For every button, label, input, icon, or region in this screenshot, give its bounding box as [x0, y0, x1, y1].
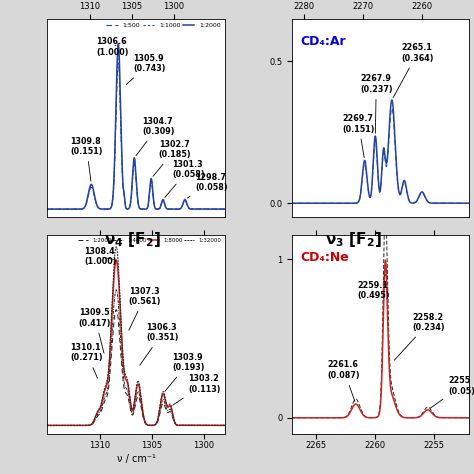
Text: 2261.6
(0.087): 2261.6 (0.087) [328, 360, 360, 401]
Text: 1310.1
(0.271): 1310.1 (0.271) [70, 343, 103, 378]
X-axis label: ν / cm⁻¹: ν / cm⁻¹ [117, 455, 155, 465]
Text: 1309.5
(0.417): 1309.5 (0.417) [79, 308, 111, 353]
Text: 1306.6
(1.000): 1306.6 (1.000) [96, 37, 129, 57]
Legend: 1:2000, 1:4000, 1:8000, 1:32000: 1:2000, 1:4000, 1:8000, 1:32000 [75, 236, 224, 246]
Text: 1303.2
(0.113): 1303.2 (0.113) [173, 374, 221, 405]
Text: 2258.2
(0.234): 2258.2 (0.234) [394, 313, 445, 360]
Text: 1306.3
(0.351): 1306.3 (0.351) [140, 323, 179, 365]
Text: 2269.7
(0.151): 2269.7 (0.151) [342, 114, 375, 158]
Text: 1305.9
(0.743): 1305.9 (0.743) [126, 54, 166, 84]
Text: 2259.1
(0.495): 2259.1 (0.495) [357, 275, 390, 301]
Text: $\mathbf{\nu_4}$ $\mathbf{[F_2]}$: $\mathbf{\nu_4}$ $\mathbf{[F_2]}$ [104, 230, 161, 249]
Text: $\mathbf{\nu_3}$ $\mathbf{[F_2]}$: $\mathbf{\nu_3}$ $\mathbf{[F_2]}$ [325, 230, 382, 249]
Legend: 1:500, 1:1000, 1:2000: 1:500, 1:1000, 1:2000 [104, 20, 223, 30]
Text: CD₄:Ar: CD₄:Ar [301, 35, 346, 48]
Text: CD₄:Ne: CD₄:Ne [301, 251, 350, 264]
Text: 1304.7
(0.309): 1304.7 (0.309) [136, 117, 174, 155]
Text: 1302.7
(0.185): 1302.7 (0.185) [153, 140, 191, 176]
Text: 2265.1
(0.364): 2265.1 (0.364) [393, 43, 434, 98]
Text: 1308.4
(1.000): 1308.4 (1.000) [84, 247, 117, 266]
Text: 2255
(0.05): 2255 (0.05) [430, 376, 474, 408]
Text: 1307.3
(0.561): 1307.3 (0.561) [129, 287, 161, 330]
Text: 1309.8
(0.151): 1309.8 (0.151) [70, 137, 103, 181]
Text: 1301.3
(0.058): 1301.3 (0.058) [165, 160, 205, 197]
Text: 2267.9
(0.237): 2267.9 (0.237) [360, 74, 392, 133]
Text: 1303.9
(0.193): 1303.9 (0.193) [165, 353, 205, 392]
Text: 1298.7
(0.058): 1298.7 (0.058) [187, 173, 228, 198]
